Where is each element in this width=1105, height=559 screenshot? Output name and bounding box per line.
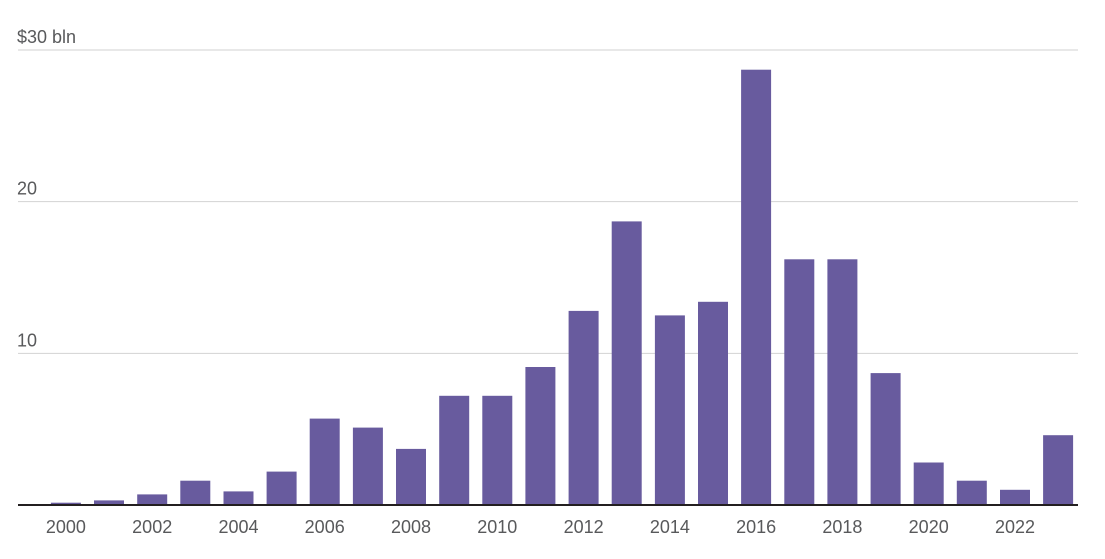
bar-2002 <box>137 494 168 505</box>
y-tick-label-20: 20 <box>17 179 37 199</box>
bar-2020 <box>913 462 944 505</box>
x-tick-label-2016: 2016 <box>736 517 776 537</box>
x-tick-label-2014: 2014 <box>650 517 690 537</box>
x-tick-label-2006: 2006 <box>305 517 345 537</box>
x-tick-label-2004: 2004 <box>218 517 258 537</box>
bar-2017 <box>784 259 815 505</box>
bar-2013 <box>611 221 642 505</box>
bar-2005 <box>266 471 297 505</box>
y-tick-label-10: 10 <box>17 330 37 350</box>
bar-2001 <box>94 500 124 505</box>
bar-2004 <box>223 491 254 506</box>
bar-2003 <box>180 480 211 505</box>
x-tick-label-2000: 2000 <box>46 517 86 537</box>
x-tick-label-2018: 2018 <box>822 517 862 537</box>
bar-2023 <box>1043 435 1074 505</box>
bar-2012 <box>568 310 599 505</box>
bar-2009 <box>439 395 470 505</box>
bar-2011 <box>525 367 556 505</box>
x-tick-label-2002: 2002 <box>132 517 172 537</box>
y-tick-label-30: $30 bln <box>17 27 76 47</box>
bar-2014 <box>654 315 685 505</box>
x-tick-label-2010: 2010 <box>477 517 517 537</box>
bar-2000 <box>50 502 81 505</box>
bar-2018 <box>827 259 858 505</box>
bar-2016 <box>741 69 772 505</box>
x-tick-label-2020: 2020 <box>909 517 949 537</box>
bar-2015 <box>698 301 728 505</box>
bar-2008 <box>396 448 426 505</box>
bar-2019 <box>870 373 901 505</box>
bar-2022 <box>1000 489 1030 505</box>
bar-2007 <box>352 427 383 505</box>
bar-2010 <box>482 395 513 505</box>
bar-2021 <box>956 480 987 505</box>
x-tick-label-2012: 2012 <box>564 517 604 537</box>
x-tick-label-2008: 2008 <box>391 517 431 537</box>
bar-2006 <box>309 418 340 506</box>
x-tick-label-2022: 2022 <box>995 517 1035 537</box>
